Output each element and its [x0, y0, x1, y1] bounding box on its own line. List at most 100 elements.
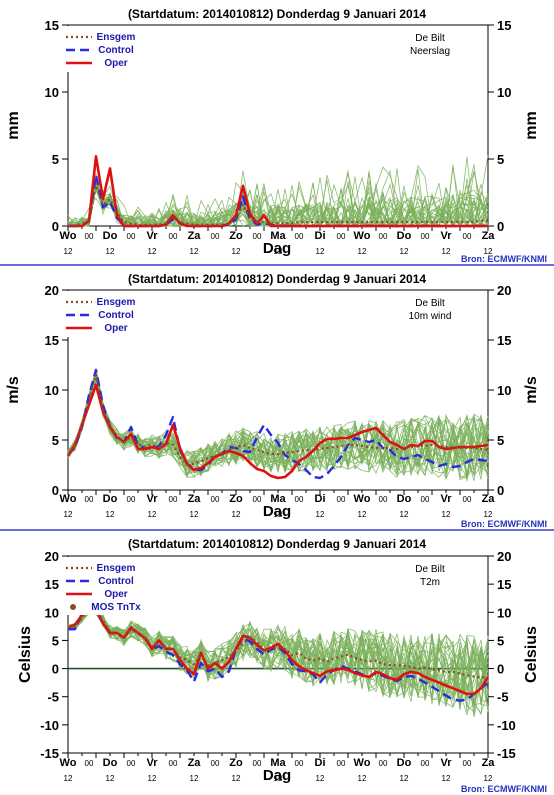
ensemble-member-line	[67, 369, 489, 482]
x-day-label: Do	[103, 757, 118, 769]
y-tick-label-left: 5	[52, 152, 59, 167]
x-hour-label: 00	[421, 495, 430, 504]
ensemble-member-line	[67, 605, 489, 703]
y-tick-label-left: 0	[52, 662, 59, 677]
chart-title: (Startdatum: 2014010812) Donderdag 9 Jan…	[128, 7, 426, 21]
x-hour-label: 00	[211, 759, 220, 768]
x-hour-label: 12	[484, 247, 493, 256]
x-axis-label: Dag	[263, 503, 291, 520]
legend-ensgem-label: Ensgem	[97, 32, 136, 43]
x-hour-label: 12	[316, 774, 325, 783]
x-hour-label: 12	[232, 510, 241, 519]
x-hour-label: 00	[421, 232, 430, 241]
x-day-label: Za	[188, 230, 202, 242]
y-tick-label-right: 0	[497, 219, 504, 234]
x-hour-label: 00	[379, 495, 388, 504]
ensemble-member-line	[67, 604, 489, 716]
x-hour-label: 00	[169, 495, 178, 504]
legend-box	[59, 291, 163, 337]
y-tick-label-left: -5	[47, 690, 59, 705]
x-hour-label: 12	[484, 774, 493, 783]
x-hour-label: 00	[295, 232, 304, 241]
x-hour-label: 12	[190, 774, 199, 783]
x-hour-label: 00	[253, 495, 262, 504]
x-day-label: Vr	[440, 493, 452, 505]
x-hour-label: 00	[379, 759, 388, 768]
y-tick-label-left: 10	[45, 605, 59, 620]
legend-oper-label: Oper	[104, 58, 127, 69]
x-hour-label: 00	[421, 759, 430, 768]
x-hour-label: 00	[463, 759, 472, 768]
x-hour-label: 00	[253, 759, 262, 768]
ensemble-member-line	[67, 605, 489, 696]
x-hour-label: 12	[274, 510, 283, 519]
ensgem-line	[67, 373, 489, 466]
y-tick-label-right: 0	[497, 662, 504, 677]
y-tick-label-left: 0	[52, 219, 59, 234]
y-tick-label-right: 5	[497, 633, 504, 648]
x-hour-label: 00	[337, 759, 346, 768]
y-tick-label-left: 20	[45, 549, 59, 564]
legend-control-label: Control	[98, 310, 134, 321]
legend: Ensgem Control Oper MOS TnTx	[59, 557, 163, 615]
x-day-label: Do	[397, 757, 412, 769]
x-day-label: Do	[397, 230, 412, 242]
ensemble-member-line	[67, 377, 489, 471]
chart-panel-3: (Startdatum: 2014010812) Donderdag 9 Jan…	[17, 537, 547, 794]
ensgem-line	[67, 608, 489, 679]
y-tick-label-right: 10	[497, 383, 511, 398]
y-tick-label-right: 10	[497, 605, 511, 620]
y-tick-label-left: 15	[45, 333, 59, 348]
legend-mos-marker	[70, 604, 76, 610]
x-day-label: Wo	[60, 493, 77, 505]
x-day-label: Vr	[440, 757, 452, 769]
x-day-label: Zo	[229, 493, 243, 505]
x-hour-label: 12	[400, 774, 409, 783]
ensemble-members	[67, 368, 489, 482]
y-tick-label-right: 15	[497, 18, 511, 33]
variable-label: Neerslag	[410, 46, 450, 57]
x-day-label: Ma	[270, 230, 286, 242]
y-tick-label-right: -5	[497, 690, 509, 705]
y-tick-label-right: 10	[497, 85, 511, 100]
x-day-label: Ma	[270, 757, 286, 769]
x-day-label: Vr	[146, 757, 158, 769]
x-hour-label: 00	[85, 495, 94, 504]
x-hour-label: 12	[190, 510, 199, 519]
x-day-label: Wo	[60, 230, 77, 242]
y-tick-label-left: -15	[40, 746, 59, 761]
y-tick-label-right: 5	[497, 152, 504, 167]
x-day-label: Za	[482, 757, 496, 769]
x-hour-label: 12	[358, 247, 367, 256]
x-hour-label: 12	[190, 247, 199, 256]
chart-title: (Startdatum: 2014010812) Donderdag 9 Jan…	[128, 272, 426, 286]
source-label: Bron: ECMWF/KNMI	[461, 519, 547, 529]
x-hour-label: 12	[232, 774, 241, 783]
y-tick-label-right: 0	[497, 483, 504, 498]
x-hour-label: 00	[295, 495, 304, 504]
control-line	[67, 368, 489, 480]
x-day-label: Di	[315, 757, 326, 769]
y-tick-label-left: 20	[45, 283, 59, 298]
x-hour-label: 00	[127, 495, 136, 504]
x-hour-label: 00	[169, 232, 178, 241]
x-hour-label: 00	[127, 759, 136, 768]
x-day-label: Za	[188, 757, 202, 769]
legend-oper-label: Oper	[104, 589, 127, 600]
x-axis-label: Dag	[263, 240, 291, 257]
x-hour-label: 00	[211, 232, 220, 241]
variable-label: 10m wind	[409, 311, 452, 322]
x-hour-label: 12	[358, 510, 367, 519]
y-tick-label-left: -10	[40, 718, 59, 733]
chart-title: (Startdatum: 2014010812) Donderdag 9 Jan…	[128, 537, 426, 551]
legend-ensgem-label: Ensgem	[97, 297, 136, 308]
ensemble-member-line	[67, 604, 489, 705]
x-day-label: Zo	[229, 757, 243, 769]
legend-control-label: Control	[98, 576, 134, 587]
legend: Ensgem Control Oper	[59, 291, 163, 337]
legend-box	[59, 557, 163, 615]
ensemble-member-line	[68, 170, 489, 228]
legend-box	[59, 26, 163, 72]
y-tick-label-right: 20	[497, 549, 511, 564]
